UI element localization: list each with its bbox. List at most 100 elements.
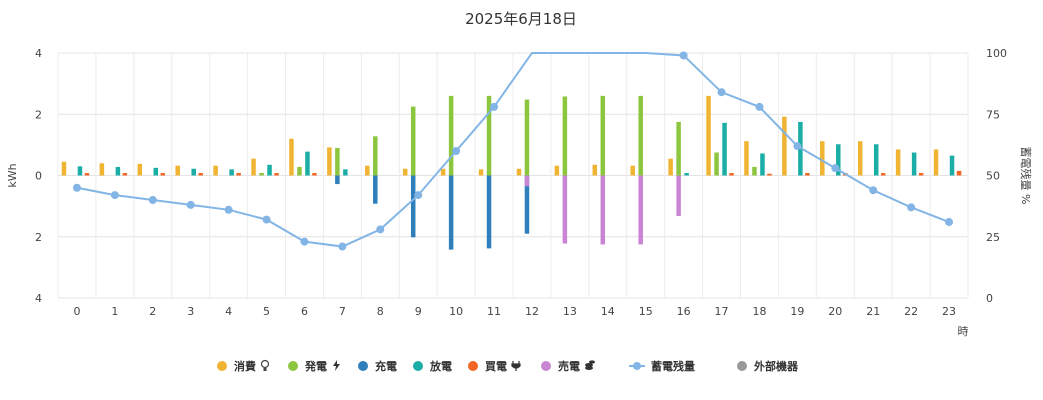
bar-消費-8 [365, 165, 370, 176]
bar-放電-1 [115, 166, 121, 176]
coins-icon [585, 360, 595, 370]
bar-消費-3 [175, 165, 180, 176]
legend-dot-marker [288, 361, 298, 371]
soc-point-22 [907, 203, 916, 212]
bar-消費-23 [933, 149, 939, 176]
soc-point-9 [414, 191, 423, 200]
legend-dot-marker [737, 361, 747, 371]
bar-消費-7 [327, 147, 332, 176]
bar-買電-18 [767, 173, 772, 176]
bar-発電-18 [752, 166, 757, 176]
bar-発電-9 [410, 106, 416, 176]
bar-買電-5 [274, 173, 279, 176]
soc-point-17 [717, 88, 726, 97]
soc-line-group [72, 51, 954, 251]
x-tick-label: 10 [449, 305, 463, 318]
soc-point-3 [186, 200, 195, 209]
legend-dot-marker [217, 361, 227, 371]
bar-発電-11 [486, 95, 492, 176]
bar-買電-23 [956, 170, 962, 176]
bar-消費-22 [895, 149, 901, 176]
y-left-tick-label: 2 [35, 231, 42, 244]
bar-発電-14 [600, 95, 606, 176]
bar-消費-2 [137, 163, 143, 176]
bar-発電-15 [638, 95, 643, 176]
bar-消費-19 [782, 116, 787, 176]
legend-item-充電[interactable]: 充電 [358, 359, 397, 373]
legend-dot-marker [541, 361, 551, 371]
bar-発電-7 [335, 147, 340, 176]
bar-放電-18 [760, 153, 765, 176]
bar-消費-20 [820, 141, 825, 176]
soc-point-21 [869, 186, 878, 195]
bolt-icon [333, 360, 340, 371]
bar-発電-8 [373, 136, 378, 176]
legend-item-買電[interactable]: 買電 [468, 360, 521, 373]
bar-消費-17 [706, 95, 711, 176]
legend-dot-marker [358, 361, 368, 371]
soc-point-18 [755, 102, 764, 111]
x-tick-label: 9 [415, 305, 422, 318]
bar-買電-0 [84, 173, 90, 176]
x-tick-label: 15 [639, 305, 653, 318]
x-tick-label: 23 [942, 305, 956, 318]
legend: 消費 発電 充電 放電 買電 売電 蓄電残量 外部機器 [217, 359, 799, 373]
bar-消費-0 [61, 161, 67, 176]
bar-発電-5 [259, 173, 264, 176]
bar-消費-10 [440, 168, 446, 176]
soc-point-0 [72, 183, 81, 192]
x-tick-label: 17 [715, 305, 729, 318]
bar-充電-11 [486, 175, 492, 249]
legend-label: 売電 [558, 359, 580, 373]
legend-label: 消費 [234, 359, 256, 373]
y-right-tick-label: 0 [986, 292, 993, 305]
bar-放電-7 [343, 169, 348, 176]
x-tick-label: 8 [377, 305, 384, 318]
legend-item-発電[interactable]: 発電 [288, 359, 340, 373]
soc-point-1 [110, 191, 119, 200]
legend-item-売電[interactable]: 売電 [541, 359, 595, 373]
x-tick-label: 19 [790, 305, 804, 318]
bar-充電-7 [335, 175, 340, 185]
x-tick-label: 14 [601, 305, 615, 318]
bar-放電-23 [949, 155, 955, 176]
y-left-tick-label: 2 [35, 108, 42, 121]
x-tick-label: 20 [828, 305, 842, 318]
legend-item-蓄電残量[interactable]: 蓄電残量 [629, 359, 695, 373]
x-tick-label: 12 [525, 305, 539, 318]
bar-売電-12 [524, 175, 530, 187]
bar-消費-1 [99, 163, 105, 176]
bar-売電-14 [600, 175, 606, 245]
legend-item-放電[interactable]: 放電 [413, 359, 452, 373]
bar-発電-10 [448, 95, 454, 176]
bar-充電-8 [373, 175, 378, 204]
bar-消費-14 [592, 164, 598, 176]
y-right-tick-label: 100 [986, 47, 1007, 60]
legend-label: 発電 [304, 359, 327, 373]
x-tick-label: 6 [301, 305, 308, 318]
x-tick-label: 1 [111, 305, 118, 318]
bar-買電-17 [729, 173, 734, 176]
bar-消費-16 [668, 158, 673, 176]
x-tick-label: 4 [225, 305, 232, 318]
legend-dot-marker [468, 361, 478, 371]
bar-放電-5 [267, 164, 272, 176]
bar-買電-1 [122, 173, 128, 176]
bar-消費-15 [630, 165, 635, 176]
y-left-tick-label: 4 [35, 292, 42, 305]
legend-item-外部機器[interactable]: 外部機器 [737, 359, 799, 373]
bar-発電-13 [562, 96, 568, 176]
bar-買電-21 [880, 173, 886, 176]
y-axis-left-label: kWh [6, 163, 19, 187]
bar-放電-3 [191, 168, 196, 176]
x-tick-label: 21 [866, 305, 880, 318]
soc-point-4 [224, 205, 233, 214]
grid-lines [57, 52, 969, 299]
bar-充電-9 [410, 175, 416, 238]
bar-消費-4 [213, 165, 218, 176]
soc-point-8 [376, 225, 385, 234]
legend-label: 外部機器 [753, 359, 799, 373]
bar-買電-2 [160, 173, 166, 176]
legend-item-消費[interactable]: 消費 [217, 359, 270, 373]
bar-放電-22 [911, 152, 917, 176]
